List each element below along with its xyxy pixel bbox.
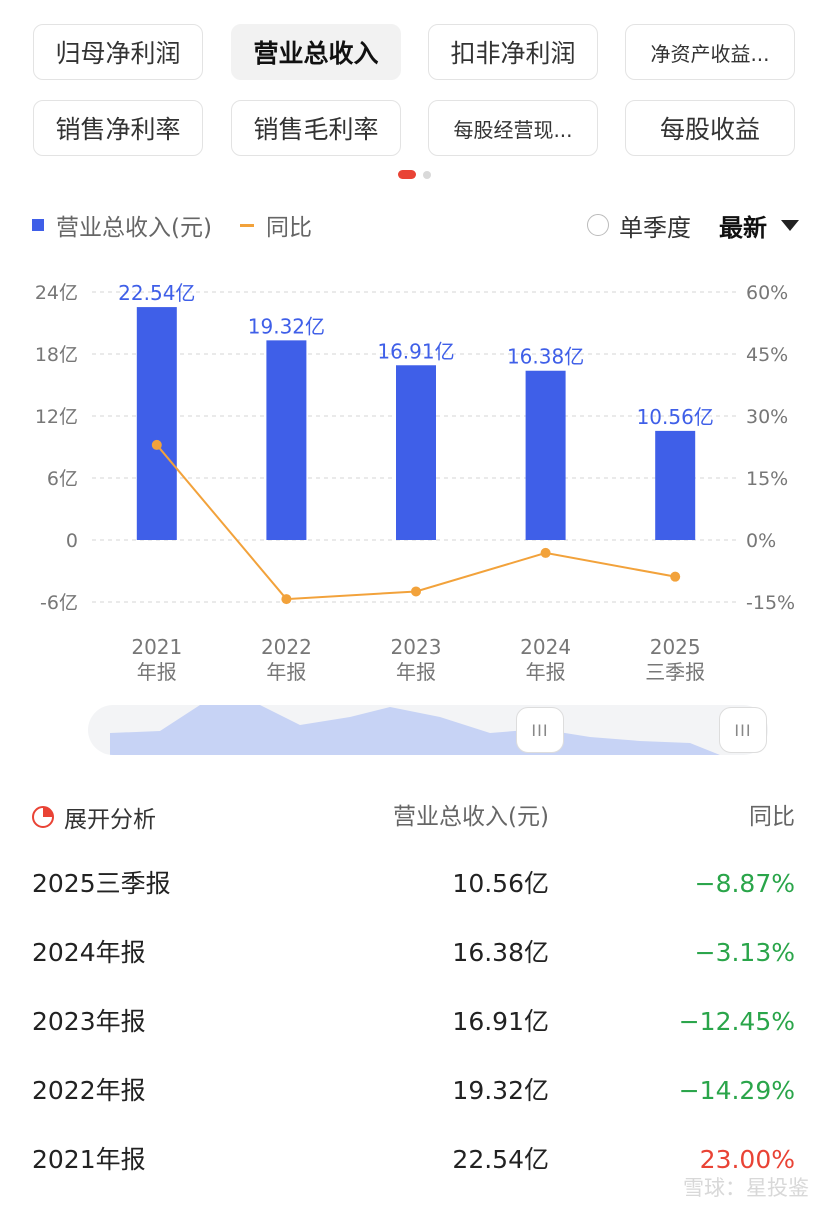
yoy-cell: −3.13% xyxy=(694,938,795,967)
x-year-label: 2024 xyxy=(520,635,571,659)
metric-tab[interactable]: 扣非净利润 xyxy=(428,24,598,80)
table-row[interactable]: 2022年报 19.32亿 −14.29% xyxy=(32,1063,795,1119)
yoy-cell: −8.87% xyxy=(694,869,795,898)
latest-select[interactable]: 最新 xyxy=(719,213,767,242)
revenue-bar[interactable] xyxy=(525,370,566,540)
revenue-bar[interactable] xyxy=(136,307,177,540)
chart-legend: 营业总收入(元) 同比 xyxy=(32,205,312,245)
yoy-column-header: 同比 xyxy=(749,804,795,830)
y-right-tick-label: 0% xyxy=(746,530,776,552)
page-dot-active[interactable] xyxy=(398,170,416,179)
x-period-label: 年报 xyxy=(396,660,436,684)
metric-tab[interactable]: 每股收益 xyxy=(625,100,795,156)
expand-analysis-button[interactable]: 展开分析 xyxy=(32,795,156,839)
x-year-label: 2025 xyxy=(650,635,701,659)
metric-tab[interactable]: 归母净利润 xyxy=(33,24,203,80)
x-year-label: 2021 xyxy=(131,635,182,659)
y-left-tick-label: 12亿 xyxy=(35,406,78,428)
table-row[interactable]: 2023年报 16.91亿 −12.45% xyxy=(32,994,795,1050)
yoy-cell: −14.29% xyxy=(678,1076,795,1105)
revenue-chart: 24亿 18亿 12亿 6亿 0 -6亿 60% 45% 30% 15% 0% -15% 22.54亿 1… xyxy=(35,281,795,684)
x-period-label: 年报 xyxy=(526,660,566,684)
yoy-point[interactable] xyxy=(540,547,551,558)
dropdown-triangle-icon[interactable] xyxy=(781,219,799,231)
y-left-tick-label: 0 xyxy=(66,530,78,552)
metric-tab[interactable]: 每股经营现... xyxy=(428,100,598,156)
period-cell: 2024年报 xyxy=(32,938,146,967)
y-right-tick-label: 15% xyxy=(746,468,788,490)
y-right-tick-label: 45% xyxy=(746,344,788,366)
revenue-cell: 10.56亿 xyxy=(452,869,549,898)
table-row[interactable]: 2021年报 22.54亿 23.00% xyxy=(32,1132,795,1188)
metric-tab[interactable]: 销售净利率 xyxy=(33,100,203,156)
y-left-tick-label: 24亿 xyxy=(35,282,78,304)
y-right-tick-label: 30% xyxy=(746,406,788,428)
period-cell: 2025三季报 xyxy=(32,869,171,898)
revenue-cell: 22.54亿 xyxy=(452,1145,549,1174)
yoy-cell: 23.00% xyxy=(699,1145,795,1174)
expand-analysis-label: 展开分析 xyxy=(64,807,156,833)
period-cell: 2023年报 xyxy=(32,1007,146,1036)
y-right-tick-label: -15% xyxy=(746,592,795,614)
single-quarter-label[interactable]: 单季度 xyxy=(619,213,691,242)
slider-preview xyxy=(110,705,720,755)
y-left-tick-label: 6亿 xyxy=(47,468,78,490)
table-row[interactable]: 2024年报 16.38亿 −3.13% xyxy=(32,925,795,981)
yoy-point[interactable] xyxy=(151,439,162,450)
chart-options: 单季度 最新 xyxy=(587,205,799,245)
x-period-label: 三季报 xyxy=(645,660,705,684)
yoy-point[interactable] xyxy=(411,586,421,597)
slider-handle-left[interactable]: III xyxy=(516,707,564,753)
line-legend-swatch xyxy=(239,223,254,227)
table-row[interactable]: 2025三季报 10.56亿 −8.87% xyxy=(32,856,795,912)
single-quarter-radio[interactable] xyxy=(587,214,609,236)
bar-value-label: 22.54亿 xyxy=(118,281,195,305)
range-slider[interactable] xyxy=(88,705,768,755)
yoy-point[interactable] xyxy=(670,571,681,582)
metric-tab[interactable]: 净资产收益... xyxy=(625,24,795,80)
metric-tab[interactable]: 销售毛利率 xyxy=(231,100,401,156)
y-right-tick-label: 60% xyxy=(746,282,788,304)
revenue-bar[interactable] xyxy=(266,340,307,540)
pie-chart-icon xyxy=(32,806,54,828)
x-year-label: 2023 xyxy=(391,635,442,659)
bar-legend-swatch xyxy=(32,219,44,231)
bar-value-label: 19.32亿 xyxy=(248,314,325,338)
period-cell: 2022年报 xyxy=(32,1076,146,1105)
metric-tabs: 归母净利润 营业总收入 扣非净利润 净资产收益... 销售净利率 销售毛利率 每股经营现..… xyxy=(0,0,831,200)
bar-value-label: 16.91亿 xyxy=(377,339,454,363)
yoy-cell: −12.45% xyxy=(678,1007,795,1036)
slider-handle-right[interactable]: III xyxy=(719,707,767,753)
x-period-label: 年报 xyxy=(137,660,177,684)
x-period-label: 年报 xyxy=(266,660,306,684)
y-left-tick-label: -6亿 xyxy=(40,592,78,614)
revenue-cell: 16.91亿 xyxy=(452,1007,549,1036)
bar-value-label: 10.56亿 xyxy=(637,405,714,429)
metric-tab[interactable]: 营业总收入 xyxy=(231,24,401,80)
revenue-bar[interactable] xyxy=(655,430,696,540)
page-dot[interactable] xyxy=(423,171,431,179)
watermark: 雪球：星投鉴 xyxy=(683,1176,809,1200)
bar-legend-label[interactable]: 营业总收入(元) xyxy=(56,215,212,241)
bar-value-label: 16.38亿 xyxy=(507,345,584,369)
yoy-point[interactable] xyxy=(281,594,292,605)
revenue-cell: 19.32亿 xyxy=(452,1076,549,1105)
table-header: 展开分析 营业总收入(元) 同比 xyxy=(32,795,795,839)
revenue-bar[interactable] xyxy=(396,365,436,540)
revenue-column-header: 营业总收入(元) xyxy=(393,804,549,830)
revenue-cell: 16.38亿 xyxy=(452,938,549,967)
line-legend-label[interactable]: 同比 xyxy=(265,215,312,241)
y-left-tick-label: 18亿 xyxy=(35,344,78,366)
period-cell: 2021年报 xyxy=(32,1145,146,1174)
x-year-label: 2022 xyxy=(261,635,312,659)
